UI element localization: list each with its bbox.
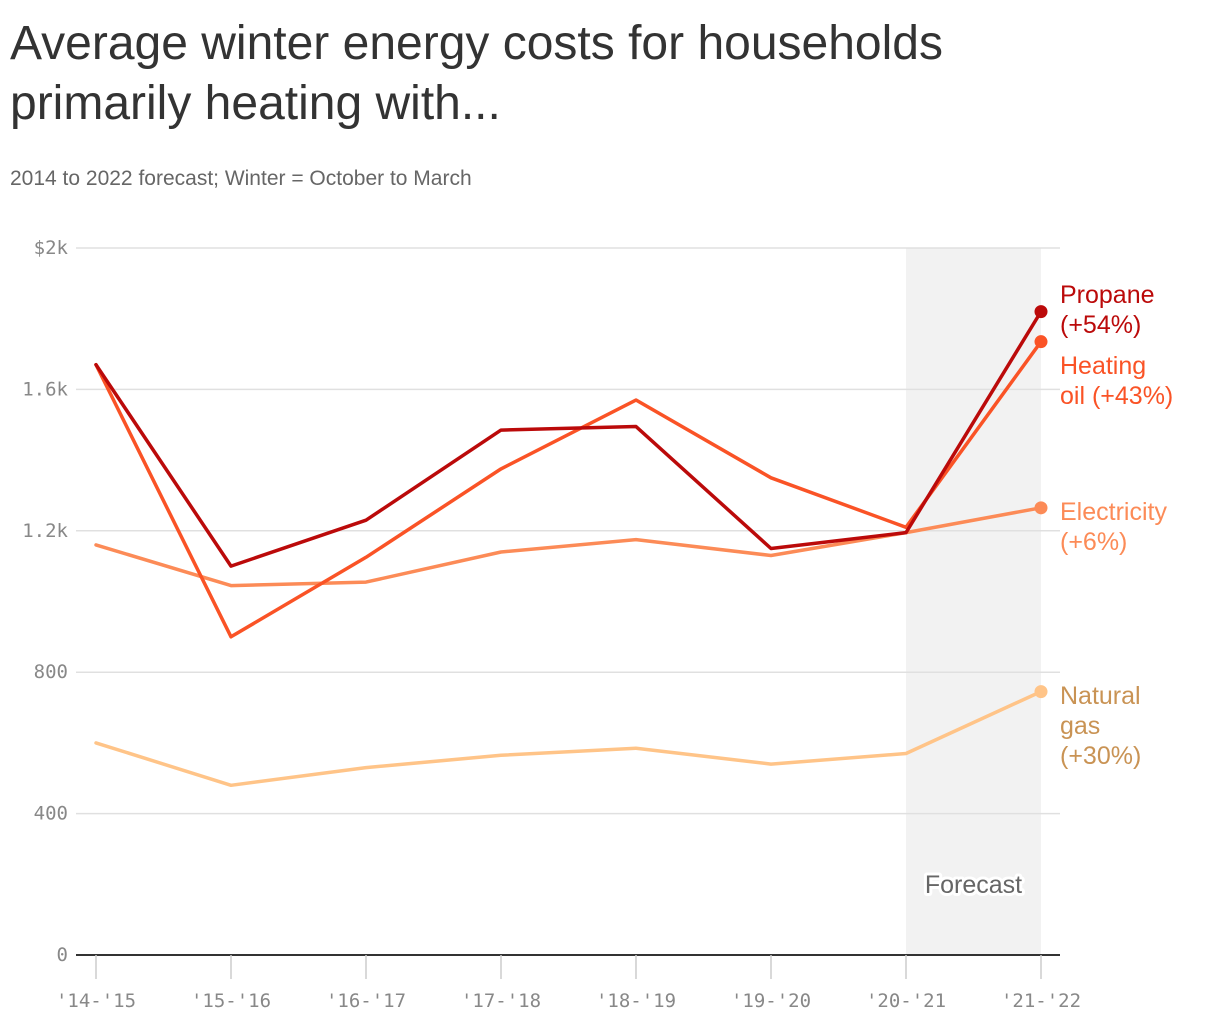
x-tick-label-17-18: '17-'18 [461,990,541,1012]
series-line-natural-gas [94,689,1043,788]
x-tick-label-15-16: '15-'16 [191,990,271,1012]
series-label-line: gas [1060,712,1100,740]
y-tick-label-800: 800 [34,661,68,683]
y-tick-label-400: 400 [34,803,68,825]
series-endpoint-heating-oil [1034,335,1048,349]
y-axis-ticks: 0 400 800 1.2k 1.6k $2k [22,237,68,966]
series-endpoint-natural-gas [1034,685,1048,699]
series-end-labels: Propane (+54%) Heating oil (+43%) Electricit… [1060,281,1173,770]
x-tick-label-20-21: '20-'21 [866,990,946,1012]
series-label-propane: Propane (+54%) [1060,281,1155,339]
series-endpoint-electricity [1034,501,1048,515]
series-lines [94,305,1048,788]
x-axis: '14-'15 '15-'16 '16-'17 '17-'18 '18-'19 '19-'… [56,954,1081,1012]
series-label-line: (+54%) [1060,311,1141,339]
chart-title: Average winter energy costs for househol… [10,17,943,130]
series-line-propane [94,309,1043,568]
series-label-line: Electricity [1060,498,1167,526]
series-label-line: (+30%) [1060,742,1141,770]
series-label-heating-oil: Heating oil (+43%) [1060,352,1173,410]
forecast-label: Forecast [925,871,1022,899]
y-tick-label-2k: $2k [34,237,69,259]
y-gridlines [76,247,1060,815]
x-tick-label-19-20: '19-'20 [731,990,811,1012]
y-tick-label-1-6k: 1.6k [22,378,68,400]
x-tick-label-21-22: '21-'22 [1001,990,1081,1012]
y-tick-label-1-2k: 1.2k [22,520,68,542]
series-label-line: oil (+43%) [1060,382,1173,410]
x-tick-label-14-15: '14-'15 [56,990,136,1012]
forecast-band [906,248,1041,955]
series-label-line: Natural [1060,682,1141,710]
series-endpoint-propane [1034,305,1048,319]
series-label-line: Heating [1060,352,1146,380]
series-line-electricity [94,506,1043,588]
series-label-line: Propane [1060,281,1155,309]
chart-subtitle: 2014 to 2022 forecast; Winter = October … [10,167,472,190]
series-label-electricity: Electricity (+6%) [1060,498,1167,556]
forecast-region: Forecast [906,248,1041,955]
y-tick-label-0: 0 [57,944,68,966]
series-label-line: (+6%) [1060,528,1127,556]
x-tick-label-16-17: '16-'17 [326,990,406,1012]
x-tick-label-18-19: '18-'19 [596,990,676,1012]
series-line-heating-oil [94,339,1043,639]
series-label-natural-gas: Natural gas (+30%) [1060,682,1141,770]
